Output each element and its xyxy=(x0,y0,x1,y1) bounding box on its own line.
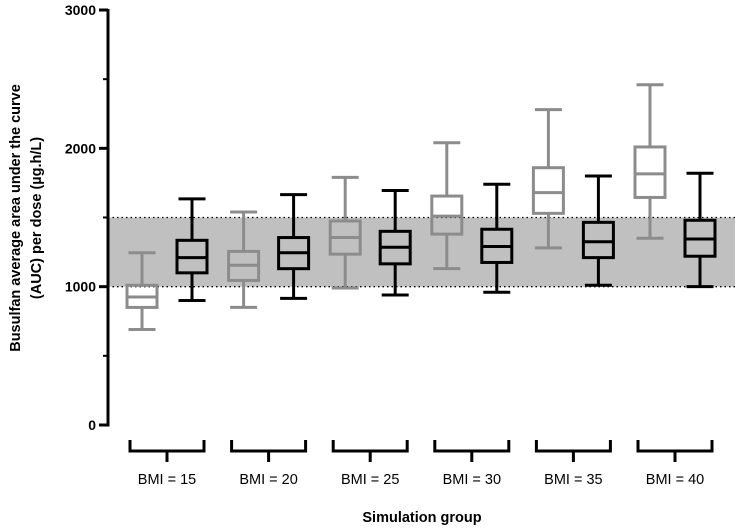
box-black xyxy=(378,189,412,297)
target-auc-band xyxy=(108,217,735,287)
group-bracket xyxy=(230,440,308,462)
box-gray xyxy=(430,141,464,271)
group-bracket xyxy=(636,440,714,462)
box-gray xyxy=(125,251,159,332)
group-bracket xyxy=(128,440,206,462)
y-tick-label: 3000 xyxy=(65,2,96,18)
group-label: BMI = 15 xyxy=(138,472,196,488)
box-series xyxy=(125,83,717,332)
group-label: BMI = 25 xyxy=(341,472,399,488)
group-label: BMI = 35 xyxy=(544,472,602,488)
y-tick-label: 2000 xyxy=(65,140,96,156)
box-gray xyxy=(328,175,362,290)
group-brackets: BMI = 15 BMI = 20 BMI = 25 BMI = 30 BMI = 35… xyxy=(128,440,714,488)
y-axis-title-line1: Busulfan average area under the curve xyxy=(8,84,24,352)
box-gray xyxy=(227,210,261,309)
y-tick-label: 0 xyxy=(88,417,96,433)
box-black xyxy=(581,174,615,287)
group-bracket xyxy=(331,440,409,462)
box-black xyxy=(480,182,514,294)
group-bracket xyxy=(433,440,511,462)
y-axis-title-line2: (AUC) per dose (µg.h/L) xyxy=(29,137,45,299)
group-label: BMI = 30 xyxy=(443,472,501,488)
box-black xyxy=(175,197,209,302)
box-gray xyxy=(633,83,667,240)
box-black xyxy=(277,193,311,300)
group-label: BMI = 20 xyxy=(239,472,297,488)
box-iqr xyxy=(633,145,667,199)
group-label: BMI = 40 xyxy=(646,472,704,488)
y-axis: 0 1000 2000 3000 xyxy=(65,2,110,433)
y-tick-label: 1000 xyxy=(65,279,96,295)
group-bracket xyxy=(534,440,612,462)
box-black xyxy=(683,171,717,289)
box-gray xyxy=(531,108,565,250)
box-iqr xyxy=(531,166,565,215)
box-iqr xyxy=(581,220,615,260)
x-axis-title: Simulation group xyxy=(362,510,481,526)
